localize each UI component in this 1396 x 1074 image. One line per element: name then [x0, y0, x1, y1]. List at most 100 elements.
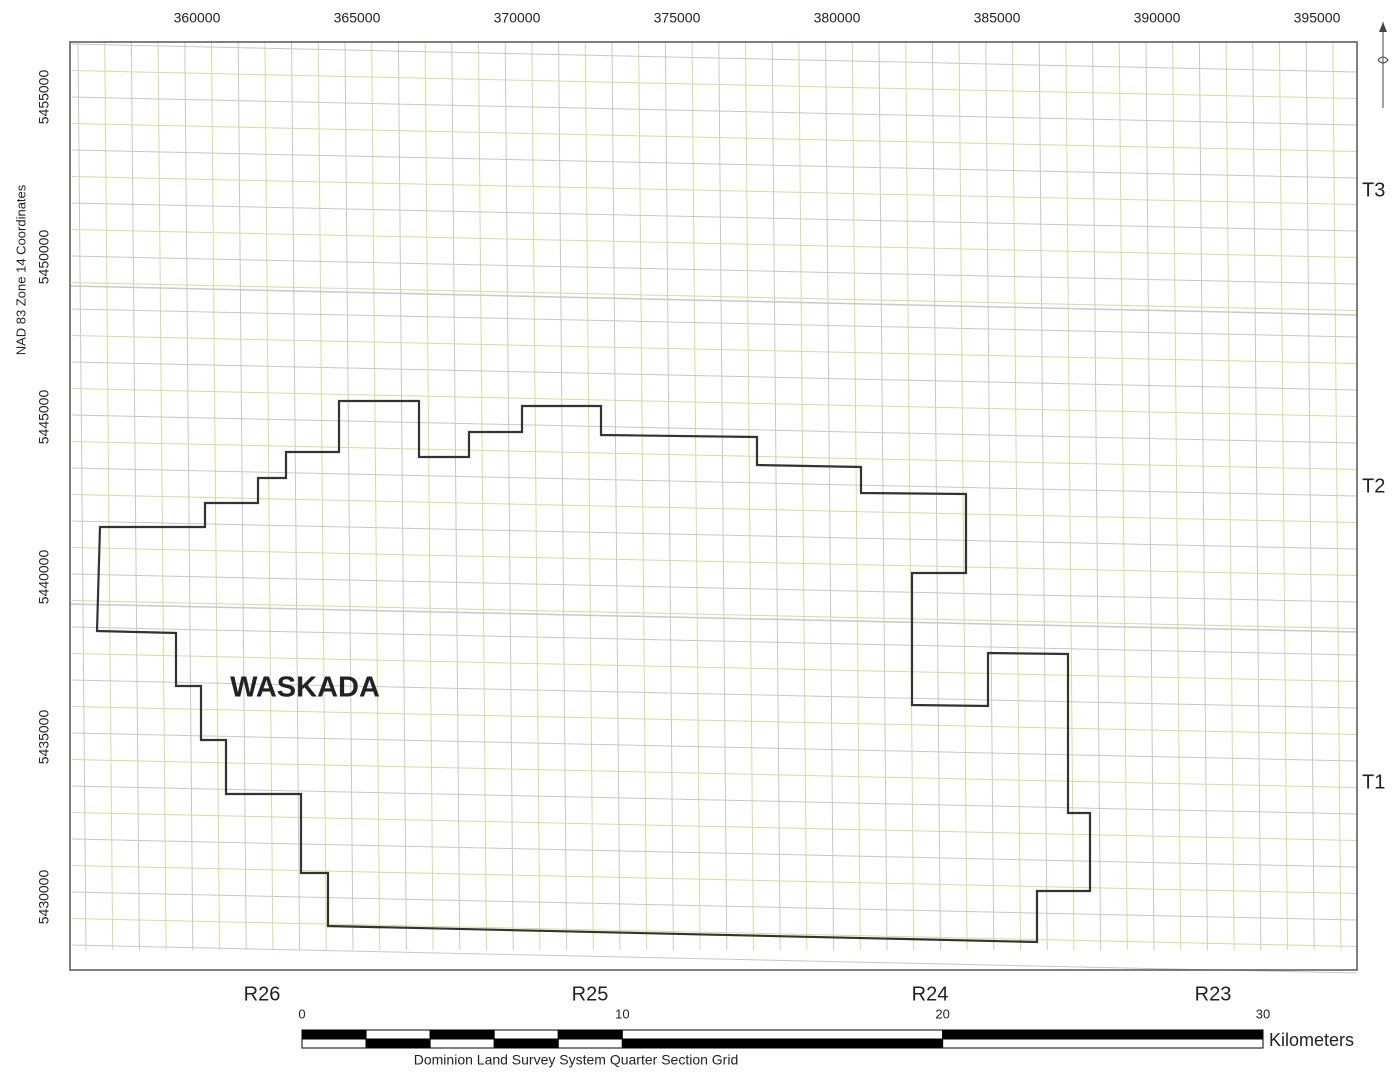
grid-line [1092, 41, 1102, 951]
grid-line [71, 441, 1358, 470]
grid-line [264, 41, 274, 951]
scale-label: 20 [935, 1006, 949, 1021]
grid-line [71, 679, 1358, 709]
grid-line [71, 865, 1358, 894]
scale-segment [621, 1038, 944, 1049]
grid-line [71, 70, 1358, 99]
scale-segment [493, 1038, 559, 1049]
grid-line [71, 918, 1358, 947]
grid-line [71, 573, 1358, 603]
grid-line [531, 41, 541, 951]
grid-line [397, 41, 407, 951]
grid-line [371, 41, 381, 951]
grid-line [71, 467, 1358, 497]
grid-line [71, 891, 1358, 921]
scale-segment [365, 1038, 431, 1049]
grid-line [71, 149, 1358, 179]
grid-line [71, 732, 1358, 762]
grid-line [1065, 41, 1075, 951]
x-tick-label: 370000 [494, 10, 541, 26]
grid-line [71, 600, 1358, 629]
scale-caption: Dominion Land Survey System Quarter Sect… [414, 1052, 738, 1068]
grid-line [77, 41, 87, 951]
y-tick-label: 5430000 [36, 870, 52, 925]
grid-line [958, 41, 968, 951]
grid-line [344, 41, 354, 951]
grid-line [1145, 41, 1155, 951]
grid-line [1172, 41, 1182, 951]
grid-line [931, 41, 941, 951]
grid-line [71, 414, 1358, 444]
north-arrow [1377, 22, 1389, 108]
grid-line [71, 308, 1358, 338]
township-boundary [69, 603, 1358, 633]
grid-line [504, 41, 514, 951]
area-label: WASKADA [230, 672, 380, 704]
grid-line [638, 41, 648, 951]
grid-line [71, 361, 1358, 391]
scale-segment [557, 1029, 623, 1040]
grid-line [71, 282, 1358, 311]
grid-line [104, 41, 114, 951]
grid-line [1038, 41, 1048, 951]
grid-line [71, 229, 1358, 258]
scale-segment [301, 1038, 367, 1049]
grid-line [825, 41, 835, 951]
grid-line [237, 41, 247, 951]
grid-line [905, 41, 915, 951]
grid-line [71, 812, 1358, 841]
grid-line [718, 41, 728, 951]
grid-line [71, 255, 1358, 285]
x-tick-label: 390000 [1134, 10, 1181, 26]
grid-line [71, 176, 1358, 205]
township-label: T2 [1362, 475, 1385, 497]
scale-bar [301, 1029, 1264, 1049]
map-frame [69, 41, 1358, 971]
grid-line [71, 706, 1358, 735]
grid-line [71, 759, 1358, 788]
grid-line [71, 43, 1358, 73]
scale-segment [557, 1038, 623, 1049]
grid-line [558, 41, 568, 951]
grid-line [71, 626, 1358, 656]
grid-line [71, 202, 1358, 232]
grid-line [1225, 41, 1235, 951]
grid-line [71, 335, 1358, 364]
scale-segment [429, 1029, 495, 1040]
grid-line [878, 41, 888, 951]
x-tick-label: 395000 [1294, 10, 1341, 26]
range-label: R26 [244, 983, 281, 1005]
waskada-boundary [95, 399, 1092, 944]
grid-line [611, 41, 621, 951]
grid-line [1198, 41, 1208, 951]
grid-line [317, 41, 327, 951]
grid-line [478, 41, 487, 951]
scale-unit: Kilometers [1269, 1030, 1354, 1050]
grid-line [71, 785, 1358, 815]
y-tick-label: 5455000 [36, 70, 52, 125]
y-tick-label: 5435000 [36, 710, 52, 765]
scale-segment [301, 1029, 367, 1040]
grid-line [985, 41, 995, 951]
grid-line [71, 653, 1358, 682]
grid-line [71, 123, 1358, 152]
township-label: T1 [1362, 771, 1385, 793]
grid-line [1252, 41, 1262, 951]
y-axis-title: NAD 83 Zone 14 Coordinates [13, 184, 28, 355]
grid-line [71, 96, 1358, 126]
grid-line [184, 41, 194, 951]
grid-line [745, 41, 754, 951]
y-tick-label: 5450000 [36, 230, 52, 285]
grid-line [71, 388, 1358, 417]
grid-line [798, 41, 808, 951]
scale-segment [429, 1038, 495, 1049]
x-tick-label: 365000 [334, 10, 381, 26]
scale-label: 0 [298, 1006, 305, 1021]
grid-line [1118, 41, 1128, 951]
y-tick-label: 5440000 [36, 550, 52, 605]
grid-line [71, 494, 1358, 523]
range-label: R23 [1195, 983, 1232, 1005]
grid-line [451, 41, 461, 951]
scale-label: 30 [1256, 1006, 1270, 1021]
